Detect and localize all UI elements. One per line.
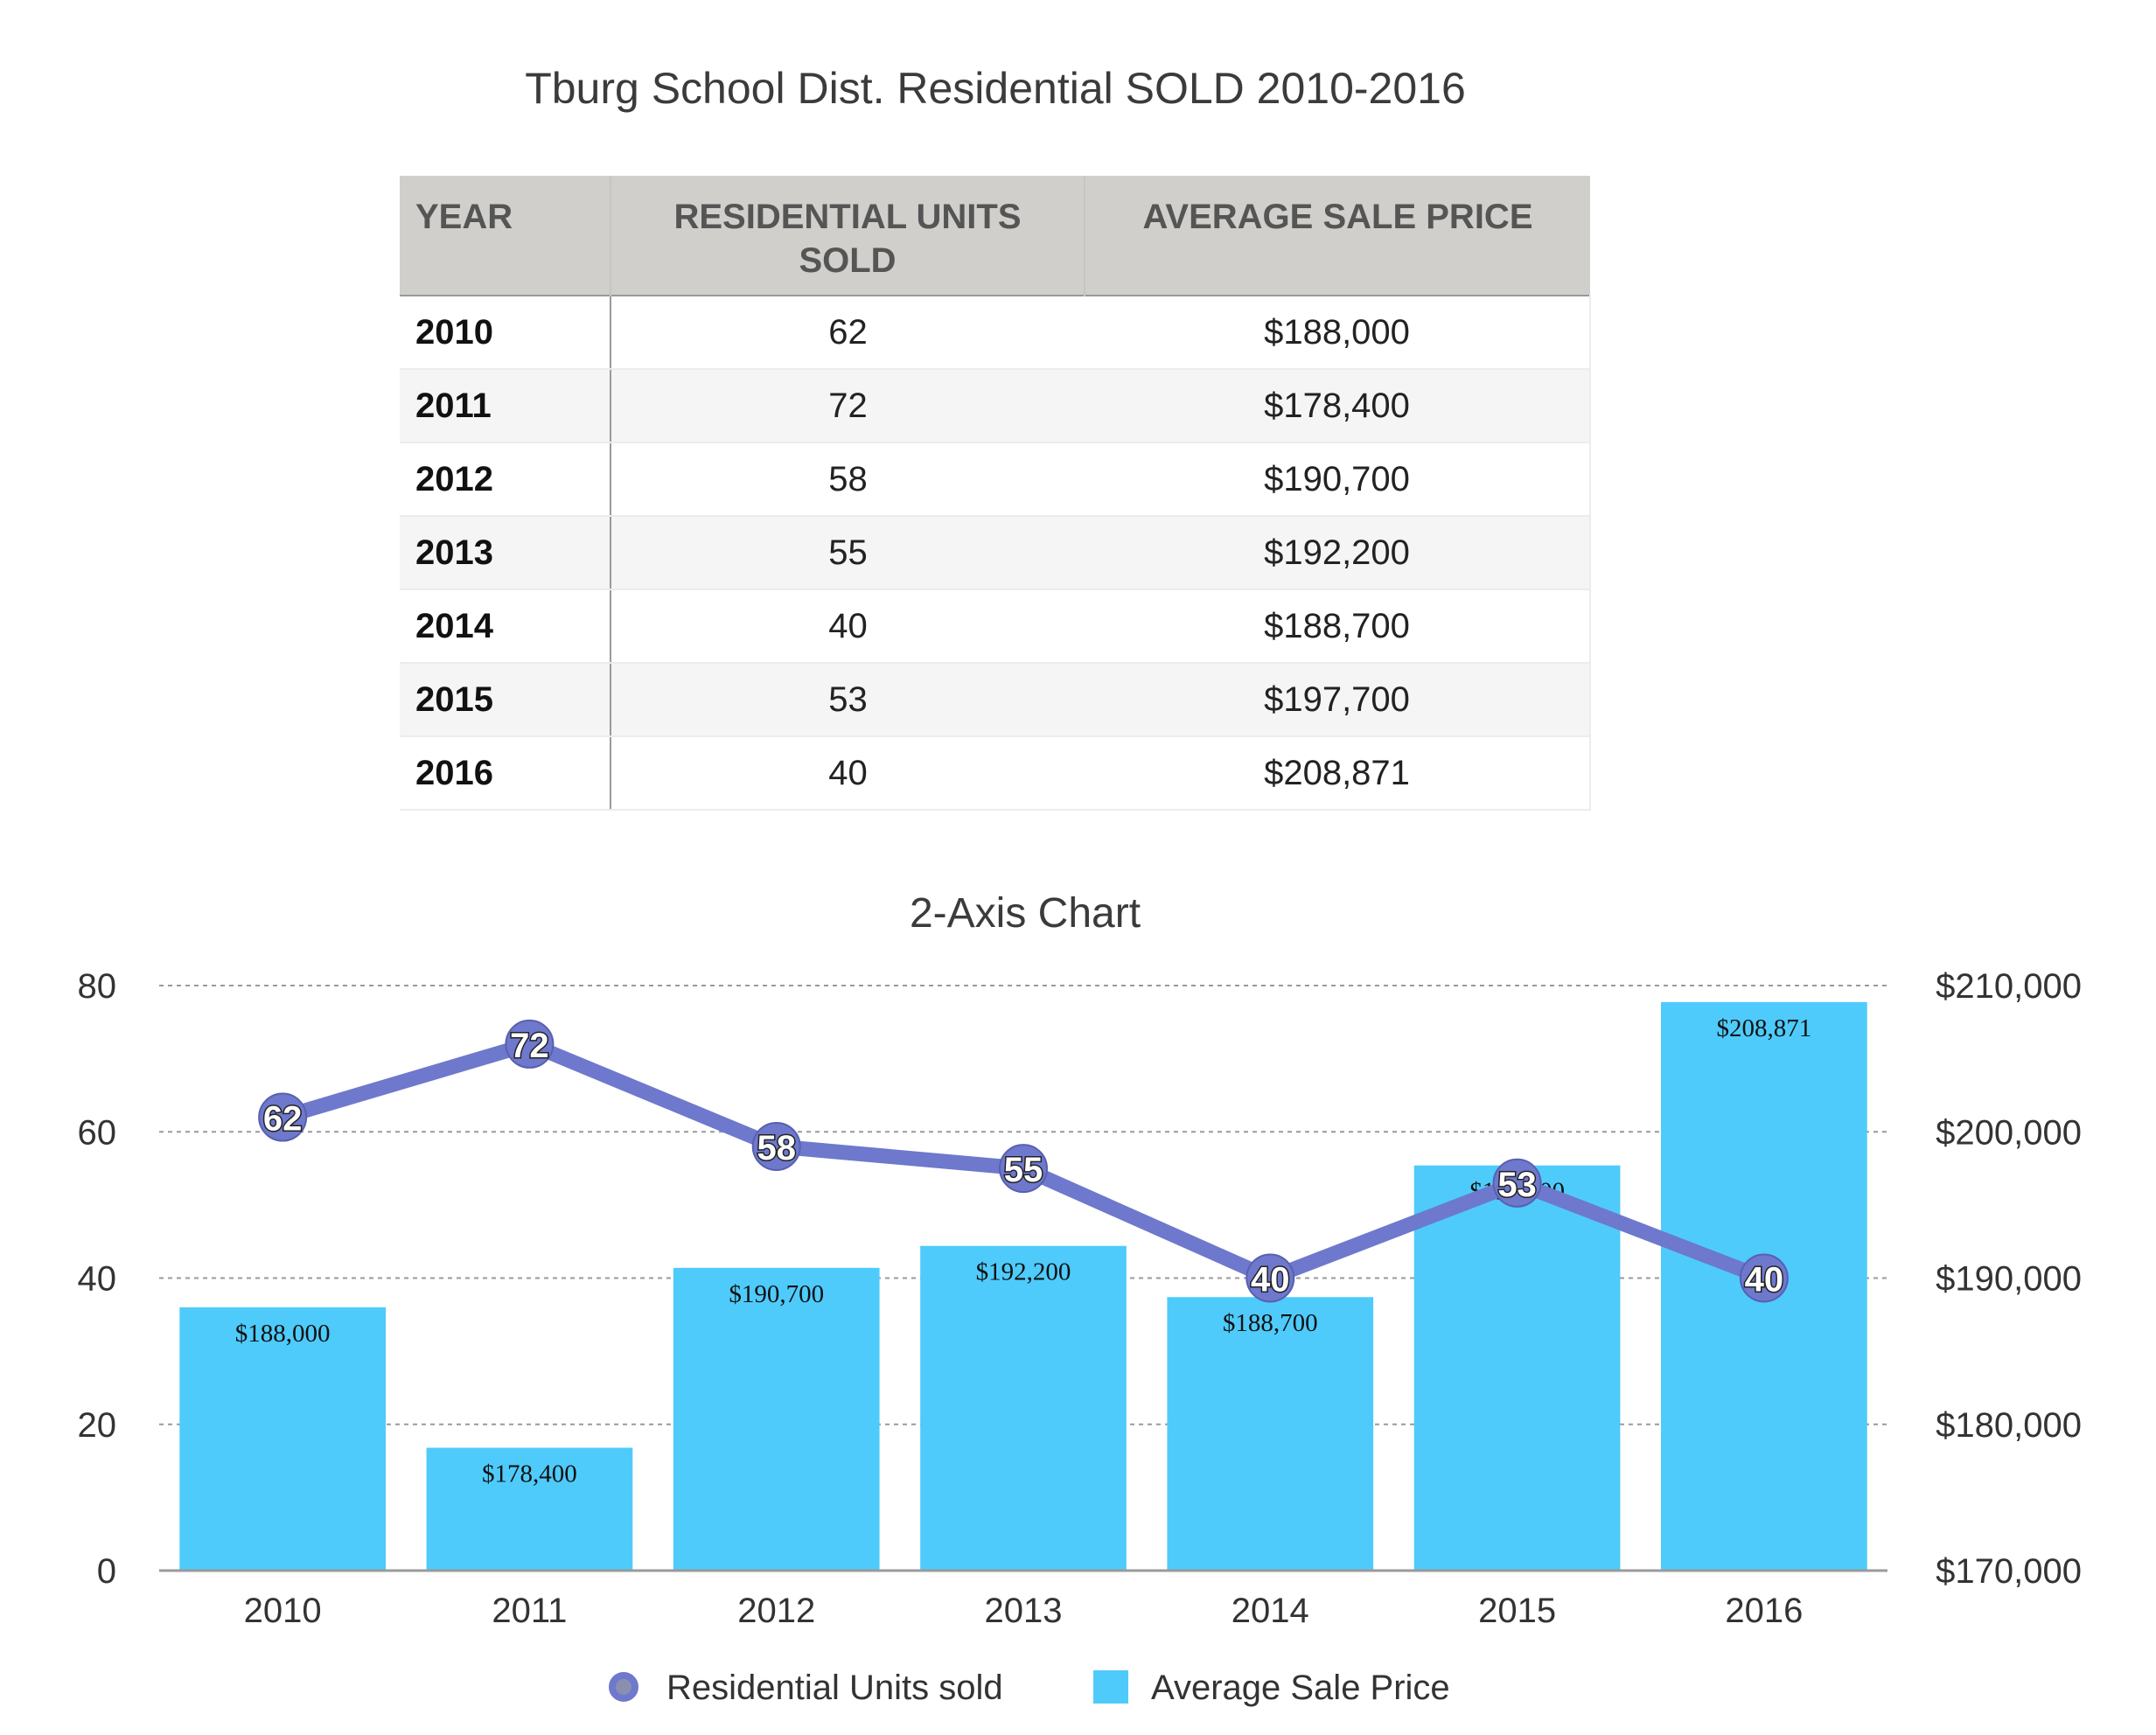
line-data-label: 53 [1497,1166,1537,1204]
table-row: 2014 40 $188,700 [400,589,1591,664]
cell-units: 72 [611,369,1085,443]
bar-data-label: $208,871 [1716,1014,1811,1042]
bar [426,1447,633,1571]
cell-units: 62 [611,295,1085,370]
cell-year: 2011 [400,369,611,443]
bar [179,1306,386,1571]
header-units-line2: SOLD [799,241,897,280]
cell-units: 40 [611,589,1085,664]
line-series: 62 72 58 55 40 53 40 [258,1019,1789,1303]
y-left-tick-label: 20 [78,1406,117,1445]
table-row: 2011 72 $178,400 [400,369,1591,443]
line-data-label: 40 [1251,1261,1290,1300]
cell-year: 2012 [400,442,611,517]
legend-bar-marker [1093,1670,1128,1704]
x-tick-label: 2011 [492,1592,567,1630]
line-point [1245,1253,1295,1303]
line-point [1739,1253,1789,1303]
axes: 0 $170,000 20 $180,000 40 $190,000 60 $200,000 8… [78,967,2083,1630]
x-tick-label: 2010 [244,1592,322,1630]
cell-price: $178,400 [1085,369,1591,443]
bar-series: $188,000 $178,400 $190,700 $192,200 $188,700… [179,1001,1867,1571]
bar-data-label: $188,000 [235,1320,331,1348]
bar-data-label: $188,700 [1223,1309,1318,1337]
table-header-row: YEAR RESIDENTIAL UNITS SOLD AVERAGE SALE… [400,176,1590,296]
cell-year: 2014 [400,589,611,664]
y-right-tick-label: $210,000 [1936,967,2082,1006]
table-row: 2015 53 $197,700 [400,663,1591,737]
y-left-tick-label: 0 [97,1552,116,1591]
table-row: 2012 58 $190,700 [400,442,1591,517]
bar-data-label: $192,200 [976,1258,1071,1286]
bar [673,1267,880,1571]
legend: Residential Units sold Average Sale Price [609,1669,1450,1707]
bar-data-label: $178,400 [482,1460,577,1488]
cell-price: $208,871 [1085,736,1591,811]
x-tick-label: 2014 [1232,1592,1309,1630]
x-tick-label: 2013 [985,1592,1063,1630]
line-point [505,1019,555,1069]
header-units: RESIDENTIAL UNITS SOLD [610,176,1085,296]
y-left-tick-label: 80 [78,967,117,1006]
line-data-label: 40 [1745,1261,1784,1300]
cell-year: 2013 [400,516,611,590]
cell-price: $190,700 [1085,442,1591,517]
x-tick-label: 2012 [737,1592,815,1630]
cell-price: $197,700 [1085,663,1591,737]
legend-line-marker [609,1672,638,1702]
header-price: AVERAGE SALE PRICE [1084,176,1590,296]
legend-line-label: Residential Units sold [666,1669,1003,1707]
cell-units: 58 [611,442,1085,517]
page-title: Tburg School Dist. Residential SOLD 2010… [525,64,1466,113]
cell-units: 40 [611,736,1085,811]
y-right-tick-label: $170,000 [1936,1552,2082,1591]
bar [1413,1165,1621,1571]
line-point [999,1144,1048,1194]
line-data-label: 58 [757,1129,796,1167]
line-data-label: 62 [263,1100,303,1139]
cell-price: $192,200 [1085,516,1591,590]
line-point [751,1121,801,1171]
bar [920,1245,1127,1571]
line-data-label: 55 [1004,1151,1043,1189]
header-year: YEAR [400,176,611,296]
y-right-tick-label: $180,000 [1936,1406,2082,1445]
y-left-tick-label: 40 [78,1260,117,1299]
y-left-tick-label: 60 [78,1113,117,1152]
header-units-line1: RESIDENTIAL UNITS [673,198,1022,236]
line-data-label: 72 [510,1027,549,1065]
cell-price: $188,000 [1085,295,1591,370]
bar [1167,1297,1374,1571]
cell-units: 55 [611,516,1085,590]
chart-title: 2-Axis Chart [910,890,1141,937]
cell-year: 2016 [400,736,611,811]
line-point [1492,1158,1542,1208]
line-point [258,1092,308,1142]
cell-year: 2015 [400,663,611,737]
bar-data-label: $190,700 [729,1280,824,1308]
cell-year: 2010 [400,295,611,370]
sales-table: YEAR RESIDENTIAL UNITS SOLD AVERAGE SALE… [400,176,1591,811]
cell-price: $188,700 [1085,589,1591,664]
y-right-tick-label: $190,000 [1936,1260,2082,1299]
legend-bar-label: Average Sale Price [1151,1669,1450,1707]
x-tick-label: 2015 [1478,1592,1556,1630]
cell-units: 53 [611,663,1085,737]
table-row: 2010 62 $188,000 [400,295,1591,370]
y-right-tick-label: $200,000 [1936,1113,2082,1152]
x-tick-label: 2016 [1725,1592,1803,1630]
table-row: 2013 55 $192,200 [400,516,1591,590]
table-row: 2016 40 $208,871 [400,736,1591,811]
